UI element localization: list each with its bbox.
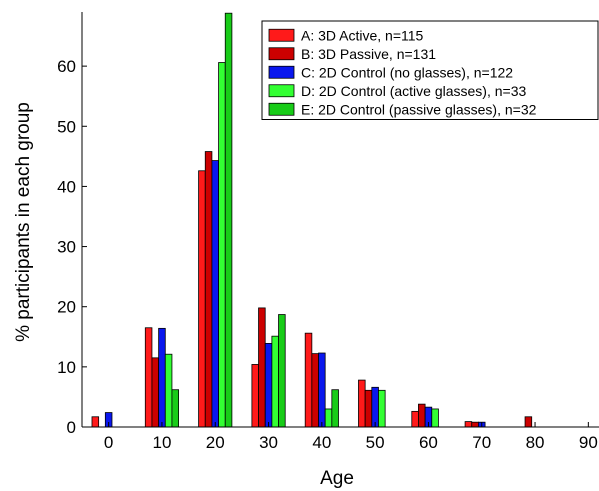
legend-box [261, 20, 599, 120]
x-tick-label: 30 [259, 433, 278, 452]
bar-series-b-age-80 [524, 416, 533, 428]
x-tick-label: 20 [206, 433, 225, 452]
bar-series-a-age-60 [411, 410, 419, 428]
legend-swatch [268, 65, 295, 79]
bar-series-c-age-10 [158, 327, 166, 428]
legend-swatch [268, 47, 295, 61]
bar-series-d-age-20 [218, 62, 226, 428]
legend-entry-label: A: 3D Active, n=115 [301, 27, 424, 43]
legend-entry-label: E: 2D Control (passive glasses), n=32 [301, 101, 537, 117]
bar-series-a-age-20 [198, 170, 206, 428]
bar-series-a-age-70 [464, 421, 473, 428]
y-tick-label: 50 [57, 117, 76, 136]
bar-series-a-age-10 [144, 327, 153, 428]
axes-layer: 0 10 20 30 40 50 60 0 10 20 30 40 50 60 70 80 90 [57, 12, 599, 452]
bar-series-d-age-10 [164, 353, 173, 428]
bar-series-c-age-20 [211, 160, 219, 428]
bar-series-b-age-10 [151, 357, 160, 428]
y-tick-label: 60 [57, 57, 76, 76]
y-tick-label: 20 [57, 298, 76, 317]
bar-series-d-age-40 [324, 408, 333, 428]
legend-entry-label: B: 3D Passive, n=131 [301, 46, 436, 62]
bar-series-d-age-60 [431, 408, 439, 428]
legend-swatch [268, 102, 295, 116]
y-axis-label: % participants in each group [13, 102, 34, 342]
bar-series-e-age-30 [278, 314, 286, 428]
x-tick-label: 50 [366, 433, 385, 452]
bar-series-e-age-40 [331, 389, 339, 428]
bar-series-a-age-40 [304, 332, 313, 428]
bar-series-b-age-60 [418, 403, 426, 428]
bar-series-b-age-40 [311, 353, 319, 428]
bar-series-e-age-20 [224, 12, 233, 428]
bar-series-b-age-50 [364, 389, 373, 428]
bar-series-d-age-50 [378, 389, 386, 428]
x-tick-label: 0 [104, 433, 113, 452]
legend-swatch [268, 28, 295, 42]
bar-series-d-age-30 [271, 335, 279, 428]
x-axis-label: Age [320, 468, 354, 489]
x-tick-label: 10 [152, 433, 171, 452]
x-tick-label: 40 [312, 433, 331, 452]
legend-swatch [268, 84, 295, 98]
bar-series-c-age-50 [371, 386, 379, 428]
bar-series-b-age-20 [204, 151, 213, 428]
legend-entry-label: C: 2D Control (no glasses), n=122 [301, 64, 513, 80]
y-tick-label: 40 [57, 177, 76, 196]
bar-series-e-age-10 [171, 389, 180, 428]
y-tick-label: 10 [57, 358, 76, 377]
y-tick-label: 30 [57, 238, 76, 257]
bar-series-a-age-0 [91, 416, 100, 428]
bar-series-b-age-30 [258, 307, 266, 428]
y-tick-label: 0 [67, 418, 76, 437]
legend: A: 3D Active, n=115 B: 3D Passive, n=131 C… [261, 20, 599, 120]
x-tick-label: 80 [526, 433, 545, 452]
bar-series-a-age-30 [251, 364, 259, 428]
bar-series-c-age-30 [264, 342, 273, 428]
bar-series-c-age-40 [318, 352, 326, 428]
legend-entry-label: D: 2D Control (active glasses), n=33 [301, 83, 526, 99]
x-tick-label: 70 [472, 433, 491, 452]
bar-series-a-age-50 [358, 379, 366, 428]
x-tick-label: 90 [579, 433, 598, 452]
bar-series-b-age-70 [471, 421, 479, 428]
x-tick-label: 60 [419, 433, 438, 452]
